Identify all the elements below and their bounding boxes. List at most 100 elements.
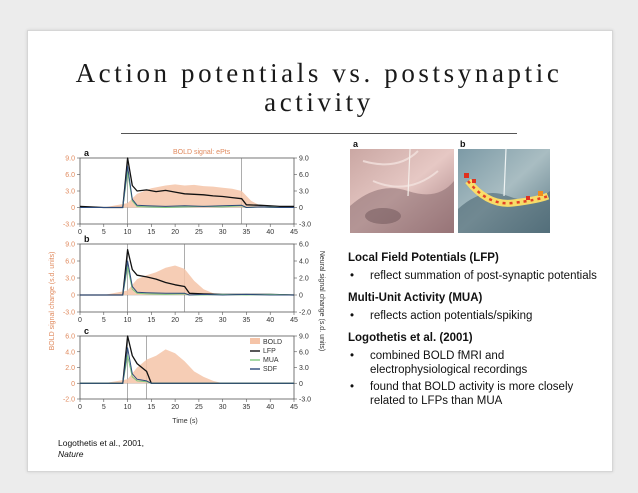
y-tick-label-left: 0 (71, 293, 75, 300)
y-tick-label-left: 9.0 (65, 242, 75, 249)
y-tick-label-right: -2.0 (299, 310, 311, 317)
x-tick-label: 10 (124, 317, 132, 324)
section-heading: Local Field Potentials (LFP) (348, 252, 499, 264)
legend-swatch-bold (250, 338, 260, 344)
chart-panel-b: b9.0 6.06.0 4.03.0 2.00 0-3.0 -2.00 5 10 15 20 25 3… (63, 234, 311, 324)
x-tick-label: 15 (147, 317, 155, 324)
panel-label-c: c (84, 326, 89, 336)
bullet-item: • reflect summation of post-synaptic pote… (350, 270, 597, 282)
section-heading: Multi-Unit Activity (MUA) (348, 292, 483, 304)
section-heading: Logothetis et al. (2001) (348, 332, 473, 344)
y-tick-label-left: -3.0 (63, 222, 75, 229)
chart-panel-a: a9.0 9.06.0 6.03.0 3.00 0-3.0 -3.00 5 10 15 20 25 3… (63, 148, 311, 236)
x-tick-label: 45 (290, 229, 298, 236)
section-lfp: Local Field Potentials (LFP) • reflect su… (348, 251, 598, 283)
brain-image-b (458, 148, 550, 233)
x-tick-label: 30 (219, 404, 227, 411)
x-tick-label: 30 (219, 229, 227, 236)
x-tick-label: 10 (124, 404, 132, 411)
section-logothetis: Logothetis et al. (2001) • combined BOLD … (348, 331, 598, 408)
chart-legend: BOLD LFP MUA SDF (250, 338, 282, 373)
y-tick-label-right: 3.0 (299, 365, 309, 372)
figure-canvas: BOLD signal: ePts BOLD signal change (s.… (49, 139, 550, 425)
x-tick-label: 35 (243, 229, 251, 236)
x-tick-label: 30 (219, 317, 227, 324)
bullet-item: • combined BOLD fMRI and electrophysiolog… (350, 350, 528, 376)
right-axis-title: Neural signal change (s.d. units) (318, 251, 325, 351)
citation-journal: Nature (58, 449, 84, 459)
x-tick-label: 25 (195, 404, 203, 411)
series-area-bold (80, 349, 294, 384)
y-tick-label-right: 0 (299, 381, 303, 388)
y-tick-label-left: 6.0 (65, 334, 75, 341)
slide: Action potentials vs. postsynaptic activ… (27, 30, 613, 472)
section-mua: Multi-Unit Activity (MUA) • reflects acti… (348, 291, 598, 323)
legend-label-lfp: LFP (263, 348, 276, 355)
y-tick-label-right: 0 (299, 205, 303, 212)
x-tick-label: 25 (195, 317, 203, 324)
title-line-2: activity (264, 87, 374, 117)
y-tick-label-right: 4.0 (299, 259, 309, 266)
brain-image-a (350, 148, 454, 233)
x-tick-label: 5 (102, 317, 106, 324)
chart-panel-c: c6.0 9.04.0 6.02.0 3.00 0-2.0 -3.00 5 10 15 20 25 3… (63, 326, 311, 411)
panel-label-b: b (84, 234, 90, 244)
y-tick-label-left: 3.0 (65, 276, 75, 283)
title-line-1: Action potentials vs. postsynaptic (75, 58, 563, 88)
bold-signal-annotation: BOLD signal: ePts (173, 149, 231, 156)
citation: Logothetis et al., 2001, Nature (58, 438, 144, 460)
y-tick-label-left: 6.0 (65, 172, 75, 179)
x-tick-label: 45 (290, 317, 298, 324)
x-tick-label: 15 (147, 404, 155, 411)
y-tick-label-left: 9.0 (65, 156, 75, 163)
x-tick-label: 25 (195, 229, 203, 236)
y-tick-label-right: 9.0 (299, 156, 309, 163)
y-tick-label-left: 2.0 (65, 365, 75, 372)
x-tick-label: 40 (266, 229, 274, 236)
x-tick-label: 0 (78, 317, 82, 324)
bullet-text: reflects action potentials/spiking (370, 310, 533, 322)
series-line-lfp (79, 157, 294, 209)
x-tick-label: 15 (147, 229, 155, 236)
legend-label-bold: BOLD (263, 339, 282, 346)
bullet-text: found that BOLD activity is more closely… (370, 381, 574, 407)
y-tick-label-right: 6.0 (299, 242, 309, 249)
x-tick-label: 5 (102, 229, 106, 236)
x-tick-label: 45 (290, 404, 298, 411)
x-tick-label: 0 (78, 229, 82, 236)
x-tick-label: 35 (243, 404, 251, 411)
x-tick-label: 20 (171, 317, 179, 324)
y-tick-label-left: 0 (71, 205, 75, 212)
x-tick-label: 5 (102, 404, 106, 411)
x-tick-label: 40 (266, 317, 274, 324)
image-label-b: b (460, 139, 466, 149)
y-tick-label-left: -3.0 (63, 310, 75, 317)
x-axis-title: Time (s) (172, 418, 197, 425)
series-line-sdf (80, 260, 294, 296)
panel-label-a: a (84, 148, 90, 158)
x-tick-label: 35 (243, 317, 251, 324)
slide-title: Action potentials vs. postsynaptic activ… (68, 59, 570, 117)
series-area-bold (80, 184, 294, 208)
bullet-item: • found that BOLD activity is more closel… (350, 381, 574, 407)
bullet-text: reflect summation of post-synaptic poten… (370, 270, 597, 282)
bullet-list: Local Field Potentials (LFP) • reflect su… (348, 251, 598, 416)
bullet-text: combined BOLD fMRI and electrophysiologi… (370, 350, 528, 376)
y-tick-label-right: 6.0 (299, 172, 309, 179)
y-tick-label-left: 6.0 (65, 259, 75, 266)
y-tick-label-left: 0 (71, 381, 75, 388)
y-tick-label-right: 0 (299, 293, 303, 300)
y-tick-label-right: -3.0 (299, 222, 311, 229)
y-tick-label-left: 4.0 (65, 349, 75, 356)
series-line-sdf (80, 165, 294, 208)
y-tick-label-right: -3.0 (299, 397, 311, 404)
y-tick-label-right: 6.0 (299, 349, 309, 356)
left-axis-title: BOLD signal change (s.d. units) (49, 252, 56, 351)
line-charts: a9.0 9.06.0 6.03.0 3.00 0-3.0 -3.00 5 10 15 20 25 3… (63, 148, 311, 411)
legend-label-sdf: SDF (263, 366, 277, 373)
image-label-a: a (353, 139, 359, 149)
title-divider (121, 133, 517, 134)
legend-label-mua: MUA (263, 357, 279, 364)
x-tick-label: 20 (171, 404, 179, 411)
x-tick-label: 10 (124, 229, 132, 236)
